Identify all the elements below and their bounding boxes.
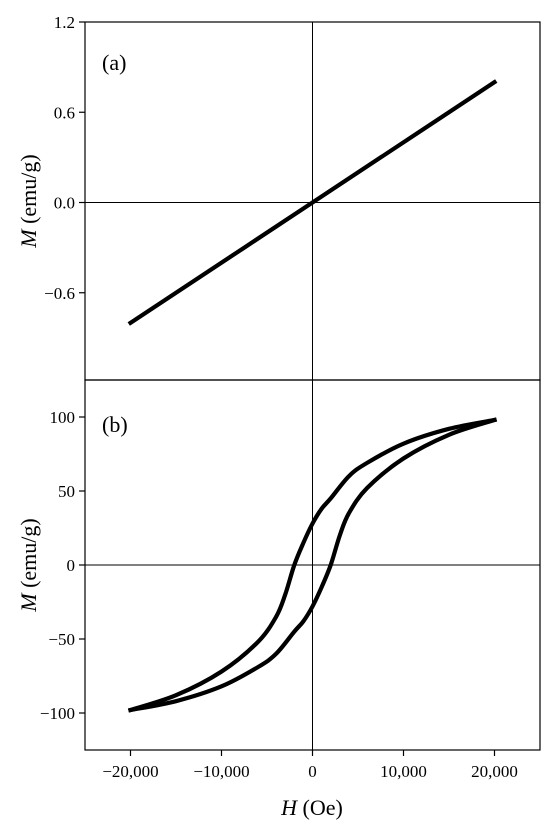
panel-b-zero-lines xyxy=(85,380,540,750)
panel-b-x-axis-title: H (Oe) xyxy=(280,795,343,820)
panel-a-y-tick-label: 1.2 xyxy=(54,13,75,32)
panel-b-series-line-descending xyxy=(127,417,497,713)
panel-a-y-ticks: 1.2 0.6 0.0 −0.6 xyxy=(44,13,85,303)
panel-b-x-axis-unit: (Oe) xyxy=(297,795,343,820)
panel-b-x-tick-label: −10,000 xyxy=(193,762,249,781)
panel-b-y-axis-title: M (emu/g) xyxy=(16,518,41,612)
panel-b-y-tick-label: 100 xyxy=(50,408,76,427)
panel-b-x-tick-label: −20,000 xyxy=(102,762,158,781)
panel-b-label: (b) xyxy=(102,412,128,437)
panel-a-y-tick-label: 0.6 xyxy=(54,103,75,122)
panel-b-x-ticks: −20,000 −10,000 0 10,000 20,000 xyxy=(102,750,518,781)
panel-a-label: (a) xyxy=(102,50,126,75)
panel-b-x-tick-label: 0 xyxy=(308,762,317,781)
panel-b-y-axis-unit: (emu/g) xyxy=(16,518,41,593)
panel-a-y-tick-label: −0.6 xyxy=(44,284,75,303)
panel-b-x-tick-label: 10,000 xyxy=(380,762,427,781)
panel-a-series xyxy=(127,79,498,326)
panel-b-y-ticks: 100 50 0 −50 −100 xyxy=(40,408,85,723)
panel-b-y-tick-label: −50 xyxy=(48,630,75,649)
panel-b: 100 50 0 −50 −100 −20,000 −10,000 0 10,000 20,00… xyxy=(16,379,541,820)
panel-b-series xyxy=(127,417,498,713)
panel-a-y-tick-label: 0.0 xyxy=(54,194,75,213)
panel-b-y-tick-label: −100 xyxy=(40,704,75,723)
panel-b-series-line-ascending xyxy=(128,417,498,713)
panel-a-series-line xyxy=(127,79,498,326)
panel-a-y-axis-unit: (emu/g) xyxy=(16,154,41,229)
panel-b-y-tick-label: 50 xyxy=(58,482,75,501)
panel-b-y-axis-symbol: M xyxy=(16,592,41,613)
panel-b-x-tick-label: 20,000 xyxy=(471,762,518,781)
panel-a-y-axis-title: M (emu/g) xyxy=(16,154,41,248)
panel-a: 1.2 0.6 0.0 −0.6 (a) M (emu/g) xyxy=(16,13,541,381)
panel-a-y-axis-symbol: M xyxy=(16,228,41,249)
panel-b-y-tick-label: 0 xyxy=(67,556,76,575)
panel-b-x-axis-symbol: H xyxy=(280,795,298,820)
